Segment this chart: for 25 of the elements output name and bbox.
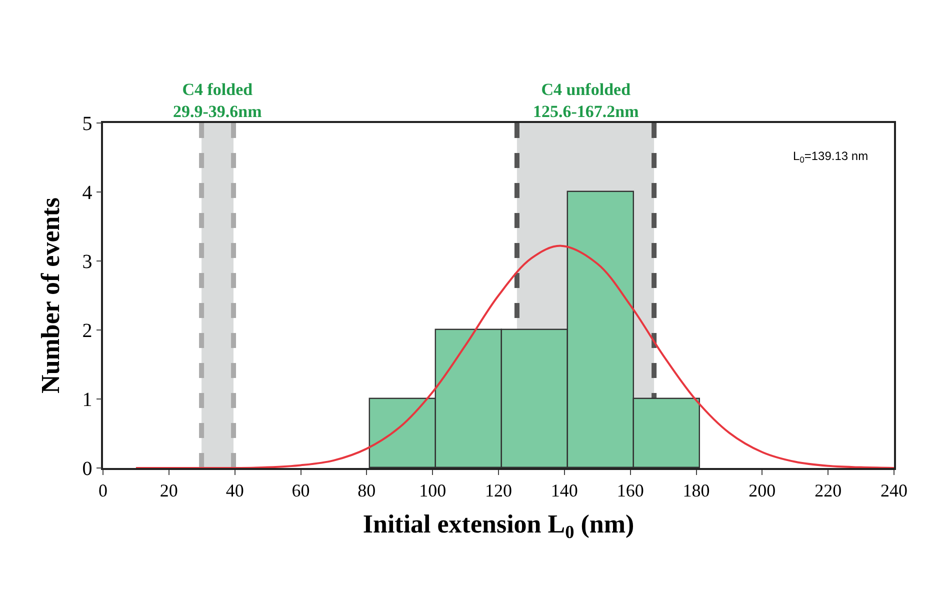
- x-tick-label: 80: [358, 480, 376, 500]
- y-axis-title: Number of events: [36, 198, 66, 394]
- x-tick-label: 220: [814, 480, 842, 500]
- x-tick-label: 60: [292, 480, 310, 500]
- annotation: L$_{0}$=139.13 nm: [793, 149, 868, 165]
- y-tick-label: 0: [82, 458, 92, 480]
- x-tick-label: 100: [419, 480, 446, 500]
- band-label: C4 unfolded 125.6-167.2nm: [533, 80, 639, 122]
- x-tick-label: 160: [616, 480, 644, 500]
- x-tick-label: 120: [485, 480, 512, 500]
- y-tick-label: 2: [82, 320, 92, 342]
- y-tick-label: 5: [82, 113, 92, 135]
- x-tick-label: 40: [226, 480, 244, 500]
- x-tick-label: 200: [748, 480, 776, 500]
- y-tick-label: 1: [82, 389, 92, 411]
- band-label: C4 folded 29.9-39.6nm: [173, 80, 262, 122]
- x-tick-label: 240: [880, 480, 908, 500]
- y-tick-label: 4: [82, 182, 92, 204]
- y-tick-label: 3: [82, 251, 92, 273]
- line-series: [134, 244, 894, 468]
- x-tick-label: 20: [160, 480, 178, 500]
- x-tick-label: 140: [550, 480, 578, 500]
- x-tick-label: 0: [98, 480, 108, 500]
- x-axis-title: Initial extension L$_{0}$ (nm): [362, 510, 634, 542]
- x-tick-label: 180: [682, 480, 710, 500]
